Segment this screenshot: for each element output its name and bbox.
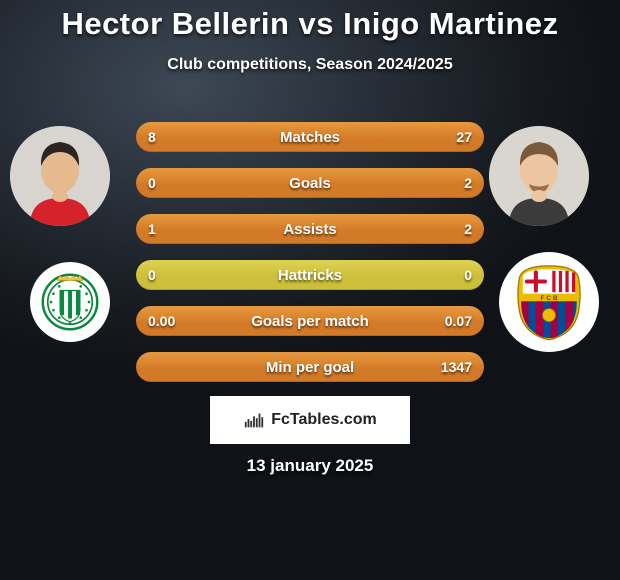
stat-row: Min per goal 1347 — [136, 352, 484, 382]
player-left-portrait — [10, 126, 110, 226]
stat-right-value: 2 — [464, 221, 472, 237]
stat-row: 8 Matches 27 — [136, 122, 484, 152]
page-title: Hector Bellerin vs Inigo Martinez — [0, 6, 620, 42]
stat-left-value: 1 — [148, 221, 156, 237]
stat-row: 1 Assists 2 — [136, 214, 484, 244]
player-left-silhouette-icon — [10, 126, 110, 226]
brand-text: FcTables.com — [271, 411, 377, 429]
stat-right-value: 2 — [464, 175, 472, 191]
comparison-card: Hector Bellerin vs Inigo Martinez Club c… — [0, 0, 620, 580]
date-text: 13 january 2025 — [247, 456, 374, 476]
stat-row: 0 Goals 2 — [136, 168, 484, 198]
stat-label: Hattricks — [278, 267, 342, 284]
stats-table: 8 Matches 27 0 Goals 2 1 Assists 2 0 Hattricks 0 0.0… — [136, 122, 484, 398]
stat-label: Goals — [289, 175, 331, 192]
club-right-badge: F C B — [499, 252, 599, 352]
stat-label: Goals per match — [251, 313, 369, 330]
player-right-silhouette-icon — [489, 126, 589, 226]
stat-row: 0.00 Goals per match 0.07 — [136, 306, 484, 336]
stat-right-value: 27 — [456, 129, 472, 145]
stat-label: Min per goal — [266, 359, 354, 376]
stat-label: Assists — [283, 221, 336, 238]
stat-row: 0 Hattricks 0 — [136, 260, 484, 290]
brand-badge: FcTables.com — [210, 396, 410, 444]
stat-label: Matches — [280, 129, 340, 146]
player-right-portrait — [489, 126, 589, 226]
stat-right-value: 0 — [464, 267, 472, 283]
barcelona-crest-icon: F C B — [508, 261, 590, 343]
club-left-badge — [30, 262, 110, 342]
stat-right-value: 1347 — [441, 359, 472, 375]
stat-left-value: 8 — [148, 129, 156, 145]
brand-wave-icon — [243, 409, 265, 431]
stat-right-value: 0.07 — [445, 313, 472, 329]
betis-crest-icon — [37, 269, 103, 335]
stat-left-value: 0 — [148, 175, 156, 191]
stat-left-value: 0 — [148, 267, 156, 283]
page-subtitle: Club competitions, Season 2024/2025 — [0, 56, 620, 74]
stat-left-value: 0.00 — [148, 313, 175, 329]
svg-text:F C B: F C B — [540, 295, 557, 302]
